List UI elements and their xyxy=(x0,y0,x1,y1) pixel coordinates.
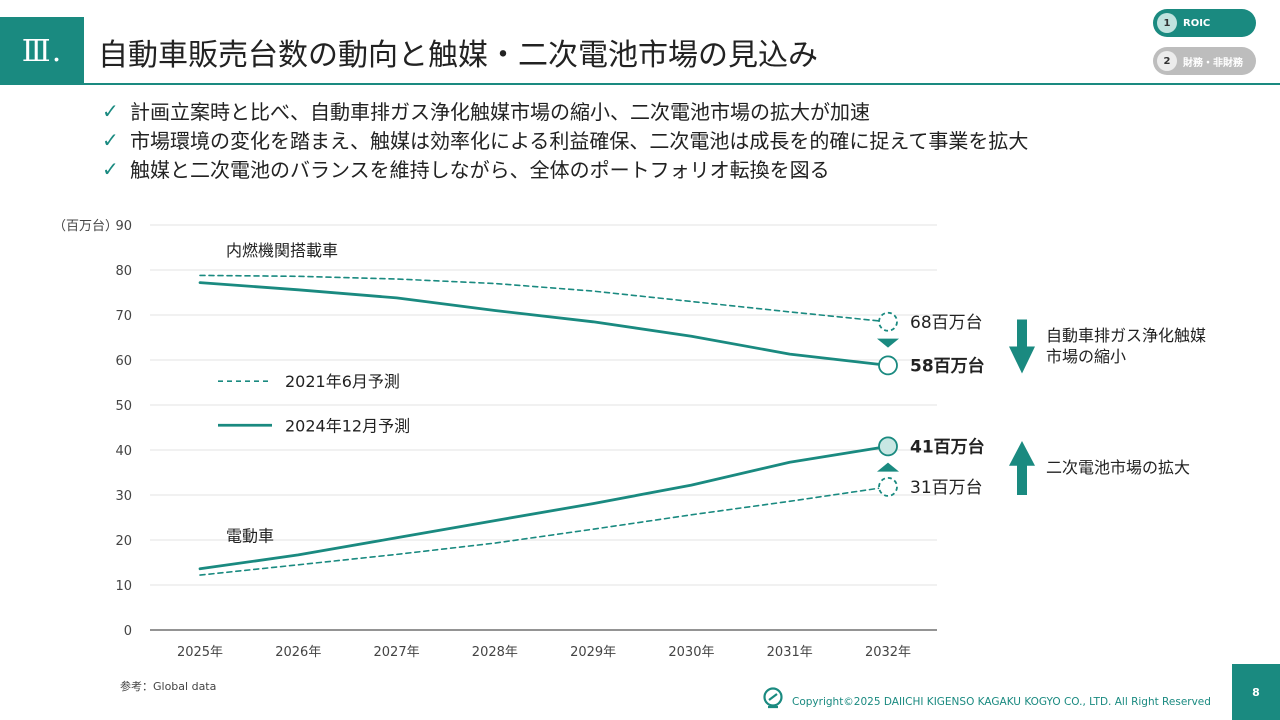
x-tick-label: 2030年 xyxy=(668,645,714,660)
y-tick-label: 80 xyxy=(115,264,132,279)
x-tick-label: 2026年 xyxy=(275,645,321,660)
value-annotation: 68百万台 xyxy=(910,313,983,333)
series-endpoint-marker xyxy=(878,436,898,457)
section-number: Ⅲ. xyxy=(0,17,84,85)
x-tick-label: 2025年 xyxy=(177,645,223,660)
bullet-item: ✓ 計画立案時と比べ、自動車排ガス浄化触媒市場の縮小、二次電池市場の拡大が加速 xyxy=(102,96,1028,125)
y-tick-label: 90 xyxy=(115,219,132,234)
page-number: 8 xyxy=(1232,664,1280,720)
nav-pill-number: 1 xyxy=(1157,13,1177,33)
side-note-text: 二次電池市場の拡大 xyxy=(1046,458,1190,477)
y-axis-unit-label: （百万台） xyxy=(53,219,118,234)
y-tick-label: 50 xyxy=(115,399,132,414)
big-down-arrow-icon xyxy=(1009,319,1035,374)
value-annotation: 58百万台 xyxy=(910,355,985,376)
series-line-dashed xyxy=(199,486,889,576)
y-tick-label: 10 xyxy=(115,579,132,594)
title-divider xyxy=(84,83,1280,85)
big-up-arrow-icon xyxy=(1009,441,1035,495)
y-tick-label: 0 xyxy=(124,624,132,639)
copyright-text: Copyright©2025 DAIICHI KIGENSO KAGAKU KO… xyxy=(792,696,1211,708)
x-tick-label: 2032年 xyxy=(865,645,911,660)
bullet-item: ✓ 市場環境の変化を踏まえ、触媒は効率化による利益確保、二次電池は成長を的確に捉え… xyxy=(102,125,1028,154)
nav-pill-financial[interactable]: 2 財務・非財務 xyxy=(1153,47,1256,75)
source-note: 参考：Global data xyxy=(120,680,217,693)
y-tick-label: 20 xyxy=(115,534,132,549)
summary-bullets: ✓ 計画立案時と比べ、自動車排ガス浄化触媒市場の縮小、二次電池市場の拡大が加速 ✓… xyxy=(102,96,1028,183)
y-tick-label: 70 xyxy=(115,309,132,324)
down-triangle-marker xyxy=(877,338,899,348)
legend-label: 2024年12月予測 xyxy=(285,416,410,435)
series-line-solid xyxy=(198,444,890,571)
check-icon: ✓ xyxy=(102,156,119,181)
y-tick-label: 60 xyxy=(115,354,132,369)
nav-pill-number: 2 xyxy=(1157,51,1177,71)
series-line-solid xyxy=(198,281,890,367)
value-annotation: 31百万台 xyxy=(910,478,983,498)
y-tick-label: 30 xyxy=(115,489,132,504)
y-tick-label: 40 xyxy=(115,444,132,459)
nav-pill-label: ROIC xyxy=(1183,17,1211,29)
series-endpoint-marker xyxy=(878,355,898,376)
bullet-text: 触媒と二次電池のバランスを維持しながら、全体のポートフォリオ転換を図る xyxy=(130,158,830,182)
group-label-ice: 内燃機関搭載車 xyxy=(226,241,338,260)
up-triangle-marker xyxy=(877,462,899,472)
nav-pill-roic[interactable]: 1 ROIC xyxy=(1153,9,1256,37)
value-annotation: 41百万台 xyxy=(910,436,985,457)
bullet-item: ✓ 触媒と二次電池のバランスを維持しながら、全体のポートフォリオ転換を図る xyxy=(102,154,1028,183)
page-title: 自動車販売台数の動向と触媒・二次電池市場の見込み xyxy=(98,38,818,73)
bullet-text: 計画立案時と比べ、自動車排ガス浄化触媒市場の縮小、二次電池市場の拡大が加速 xyxy=(130,100,870,124)
x-tick-label: 2031年 xyxy=(767,645,813,660)
series-line-dashed xyxy=(199,274,889,323)
x-tick-label: 2027年 xyxy=(374,645,420,660)
group-label-ev: 電動車 xyxy=(226,527,274,546)
series-endpoint-marker xyxy=(878,311,898,332)
side-note-text: 自動車排ガス浄化触媒 xyxy=(1046,326,1206,345)
nav-pill-label: 財務・非財務 xyxy=(1183,57,1243,69)
check-icon: ✓ xyxy=(102,127,119,152)
series-endpoint-marker xyxy=(878,476,898,497)
x-tick-label: 2028年 xyxy=(472,645,518,660)
check-icon: ✓ xyxy=(102,98,119,123)
x-tick-label: 2029年 xyxy=(570,645,616,660)
company-logo-icon xyxy=(763,687,783,709)
side-note-text: 市場の縮小 xyxy=(1046,347,1126,366)
legend-label: 2021年6月予測 xyxy=(285,372,400,391)
bullet-text: 市場環境の変化を踏まえ、触媒は効率化による利益確保、二次電池は成長を的確に捉えて… xyxy=(130,129,1029,153)
